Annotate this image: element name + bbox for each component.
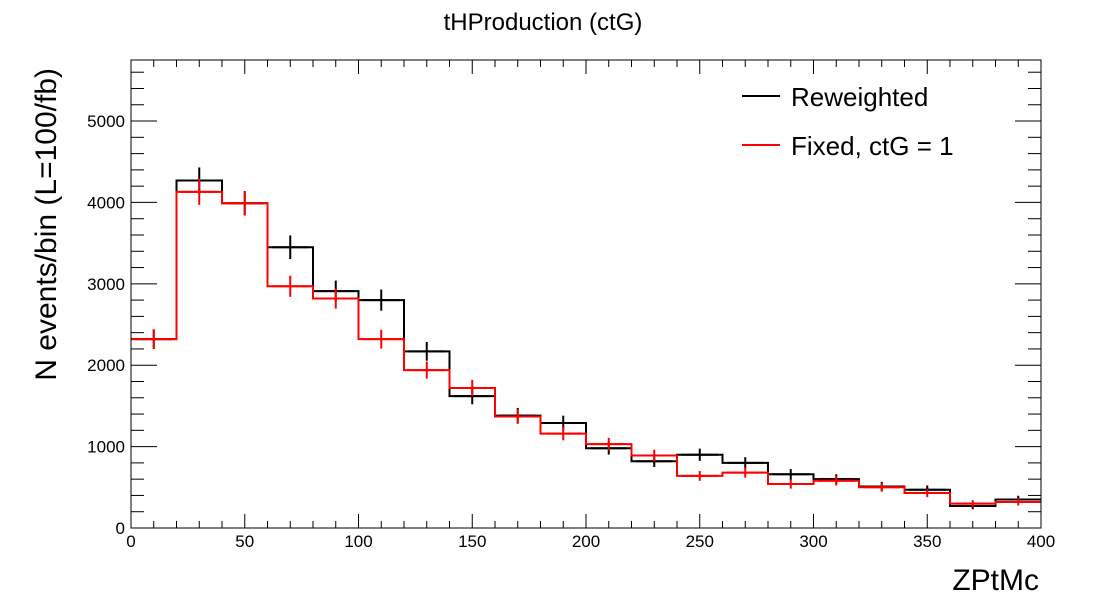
chart-title: tHProduction (ctG)	[444, 9, 643, 36]
x-tick-label: 150	[458, 532, 486, 551]
y-tick-label: 2000	[87, 356, 125, 375]
series-step-line	[131, 190, 1041, 505]
y-tick-label: 3000	[87, 275, 125, 294]
x-axis-title: ZPtMc	[952, 564, 1039, 597]
series-1	[131, 178, 1041, 508]
series-layer	[131, 167, 1041, 510]
y-tick-label: 0	[116, 519, 125, 538]
x-tick-label: 50	[235, 532, 254, 551]
y-axis-title: N events/bin (L=100/fb)	[30, 68, 63, 381]
y-tick-label: 1000	[87, 438, 125, 457]
y-tick-label: 5000	[87, 112, 125, 131]
x-tick-label: 350	[913, 532, 941, 551]
legend-label-reweighted: Reweighted	[791, 82, 928, 112]
x-tick-label: 400	[1027, 532, 1055, 551]
x-tick-label: 100	[344, 532, 372, 551]
x-tick-label: 300	[799, 532, 827, 551]
plot-frame	[130, 59, 1042, 529]
legend-label-fixed: Fixed, ctG = 1	[791, 131, 954, 161]
x-tick-label: 200	[572, 532, 600, 551]
x-tick-label: 0	[126, 532, 135, 551]
tick-labels: 0 50 100 150 200 250 300 350 4000100020003000400…	[87, 112, 1055, 551]
y-tick-label: 4000	[87, 193, 125, 212]
x-tick-label: 250	[686, 532, 714, 551]
legend: Reweighted Fixed, ctG = 1	[742, 82, 954, 161]
